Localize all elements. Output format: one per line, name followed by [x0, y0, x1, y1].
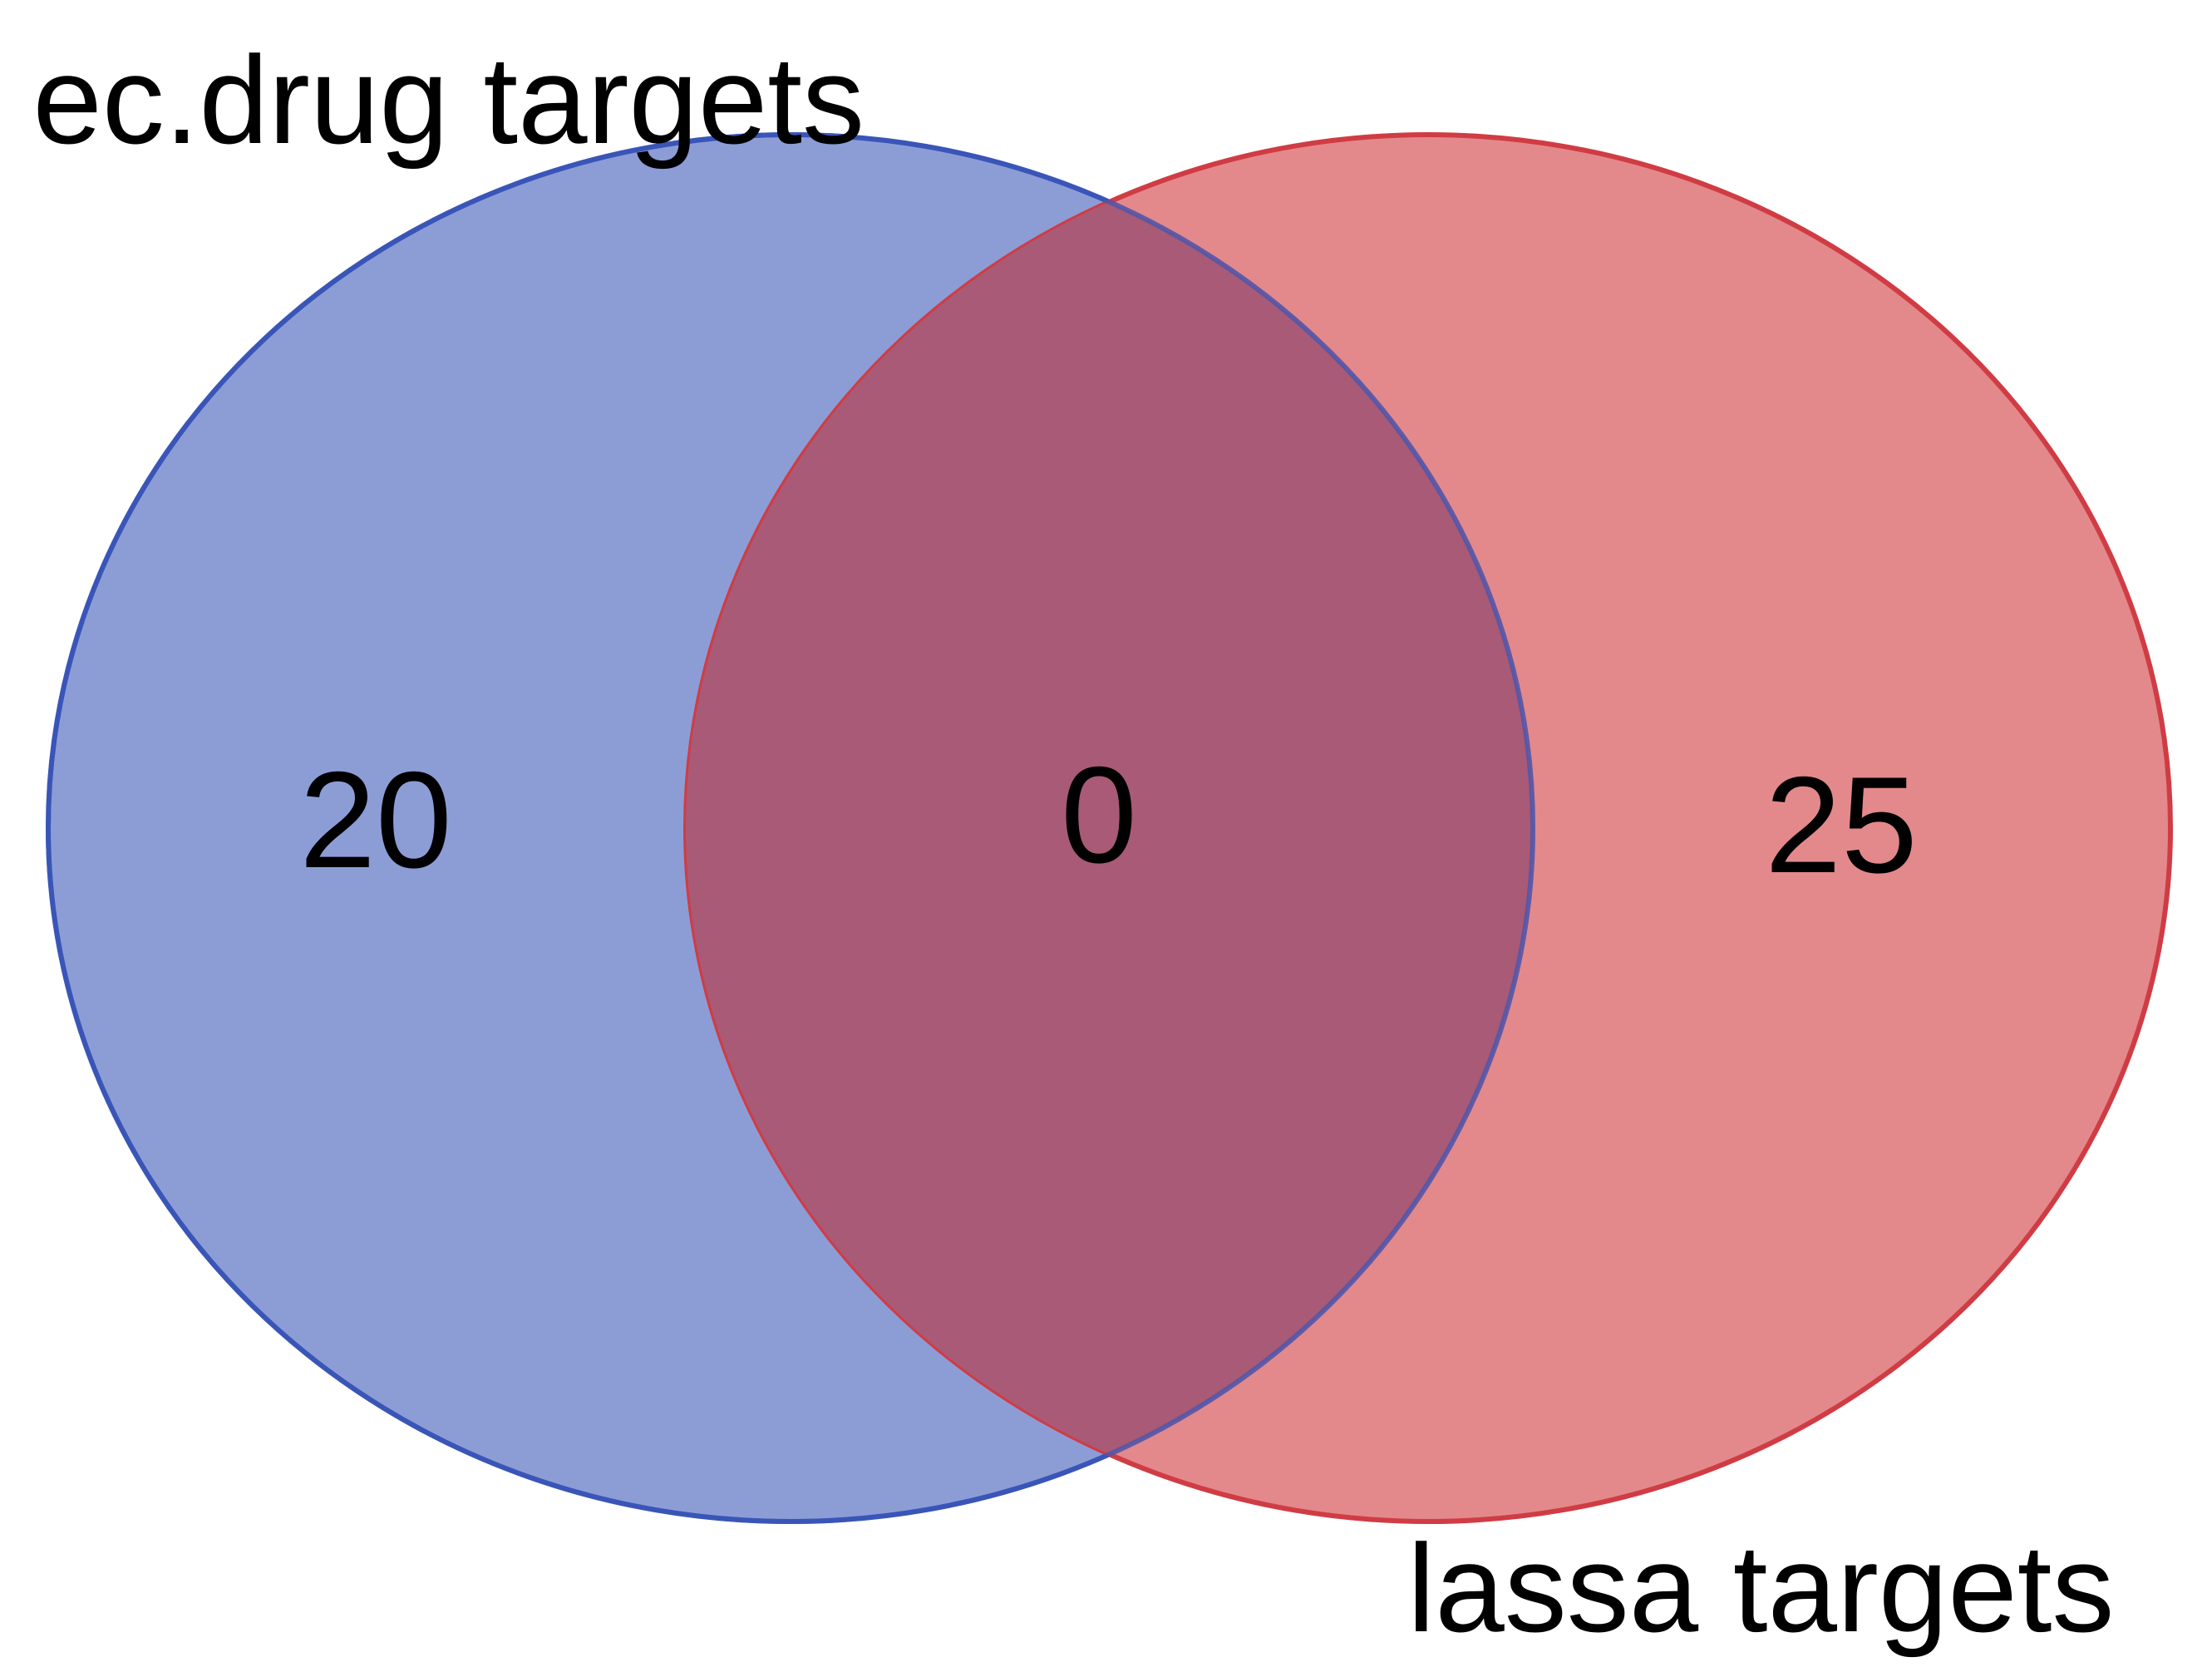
set-circle-left-outline — [46, 132, 1535, 1524]
count-overlap: 0 — [1061, 738, 1137, 891]
count-left-only: 20 — [299, 743, 452, 896]
count-right-only: 25 — [1765, 748, 1918, 901]
set-label-right: lassa targets — [1407, 1518, 2114, 1658]
set-label-left: ec.drug targets — [32, 30, 865, 170]
overlap-region — [686, 135, 1533, 1522]
